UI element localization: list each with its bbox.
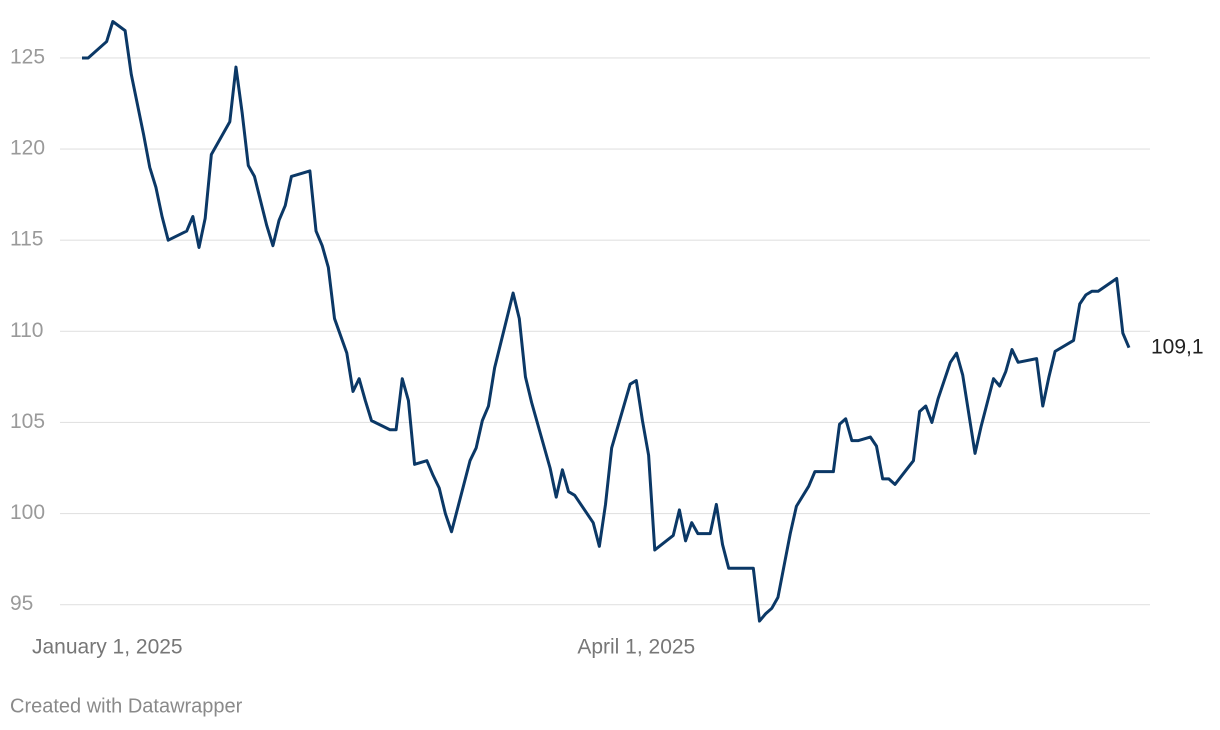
y-tick-label: 110 bbox=[10, 319, 43, 342]
y-tick-label: 100 bbox=[10, 501, 45, 524]
value-label: 109,1 bbox=[1151, 335, 1204, 358]
y-tick-label: 105 bbox=[10, 410, 45, 433]
x-tick-label: April 1, 2025 bbox=[577, 636, 695, 659]
footer: Created with Datawrapper bbox=[10, 695, 243, 717]
y-tick-label: 125 bbox=[10, 46, 45, 69]
x-tick-label: January 1, 2025 bbox=[32, 636, 183, 659]
y-tick-label: 115 bbox=[10, 228, 43, 251]
y-tick-label: 120 bbox=[10, 137, 45, 160]
line bbox=[82, 20, 1131, 623]
y-tick-label: 95 bbox=[10, 592, 33, 615]
